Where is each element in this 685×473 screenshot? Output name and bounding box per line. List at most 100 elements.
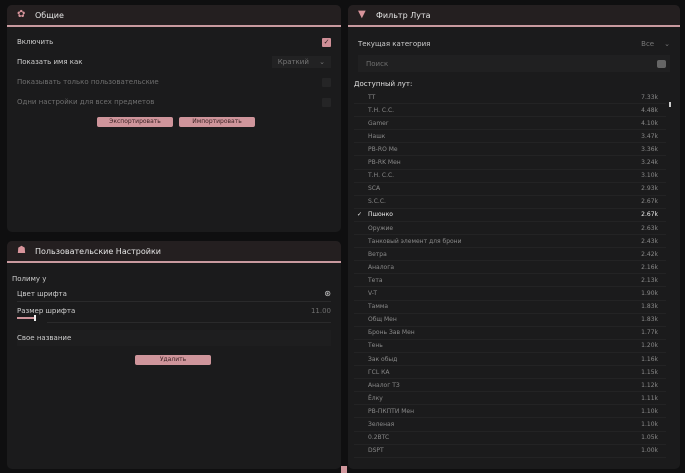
loot-item[interactable]: Танковый элемент для брони 2.43k	[354, 235, 666, 249]
loot-item-value: 2.43k	[641, 237, 658, 245]
general-title: Общие	[35, 10, 64, 20]
same-settings-checkbox[interactable]	[322, 97, 331, 107]
loot-item-name: Ёлку	[368, 394, 383, 402]
loot-item[interactable]: Аналог ТЗ 1.12k	[354, 379, 666, 393]
chevron-down-icon: ⌄	[319, 58, 325, 66]
loot-item[interactable]: ✓ Пшонко 2.67k	[354, 209, 666, 222]
loot-filter-panel: ▼ Фильтр Лута Текущая категория Все ⌄ Поиск…	[348, 5, 680, 469]
loot-item-name: Тамма	[368, 303, 389, 311]
loot-item-value: 2.67k	[641, 198, 658, 206]
search-input[interactable]: Поиск	[358, 55, 670, 72]
loot-title: Фильтр Лута	[376, 10, 431, 20]
custom-header: ☗ Пользовательские Настройки	[7, 241, 341, 263]
loot-item[interactable]: PB-RK Мен 3.24k	[354, 157, 666, 170]
loot-item[interactable]: Тета 2.13k	[354, 274, 666, 288]
custom-settings-panel: ☗ Пользовательские Настройки Полиму у Цве…	[7, 241, 341, 469]
loot-item-name: Зак обыд	[368, 355, 398, 363]
loot-item[interactable]: SCA 2.93k	[354, 183, 666, 196]
loot-item-value: 1.15k	[641, 368, 658, 376]
loot-item-value: 2.93k	[641, 185, 658, 193]
loot-item-name: Общ Мен	[368, 316, 397, 324]
loot-item-name: Нашк	[368, 132, 386, 140]
divider	[47, 322, 331, 323]
loot-item[interactable]: V-T 1.90k	[354, 288, 666, 301]
only-custom-label: Показывать только пользовательские	[17, 78, 159, 86]
loot-item-name: ГСL КА	[368, 368, 390, 376]
resize-handle[interactable]	[341, 466, 347, 473]
loot-item-value: 1.00k	[641, 447, 658, 455]
loot-item[interactable]: ГСL КА 1.15k	[354, 366, 666, 380]
filter-icon: ▼	[358, 9, 366, 20]
loot-item-name: 0.2BTC	[368, 434, 390, 442]
loot-item[interactable]: Т.Н. С.С. 4.48k	[354, 104, 666, 118]
font-size-slider[interactable]	[17, 315, 36, 321]
enable-label: Включить	[17, 38, 54, 46]
loot-item[interactable]: Нашк 3.47k	[354, 130, 666, 144]
loot-item[interactable]: Зак обыд 1.16k	[354, 353, 666, 366]
scrollbar[interactable]	[669, 102, 671, 107]
color-picker-icon[interactable]: ⊛	[324, 289, 331, 298]
loot-item-name: Пшонко	[368, 211, 393, 219]
delete-button[interactable]: Удалить	[135, 355, 211, 365]
loot-item-value: 4.48k	[641, 106, 658, 114]
loot-item-value: 1.12k	[641, 381, 658, 389]
loot-item[interactable]: Ветра 2.42k	[354, 248, 666, 262]
show-name-dropdown[interactable]: Краткий ⌄	[271, 56, 331, 68]
only-custom-checkbox[interactable]	[322, 77, 331, 87]
import-button[interactable]: Импортировать	[179, 117, 255, 127]
loot-item[interactable]: Бронь Зав Мен 1.77k	[354, 327, 666, 340]
loot-item[interactable]: Аналога 2.16k	[354, 261, 666, 275]
loot-item[interactable]: Gamer 4.10k	[354, 117, 666, 131]
loot-item-name: Тень	[368, 342, 383, 350]
font-size-label: Размер шрифта	[17, 307, 76, 315]
loot-item[interactable]: Зеленая 1.10k	[354, 419, 666, 432]
loot-item[interactable]: Общ Мен 1.83k	[354, 314, 666, 327]
show-name-label: Показать имя как	[17, 58, 83, 66]
loot-item-name: DSPT	[368, 447, 384, 455]
loot-item-value: 1.83k	[641, 316, 658, 324]
loot-item-value: 1.90k	[641, 290, 658, 297]
gear-icon: ✿	[17, 9, 26, 20]
slider-handle[interactable]	[34, 315, 36, 321]
loot-item-name: Бронь Зав Мен	[368, 329, 415, 337]
custom-name-label: Свое название	[17, 334, 72, 342]
category-dropdown[interactable]: Все ⌄	[641, 40, 670, 48]
loot-item[interactable]: S.C.C. 2.67k	[354, 196, 666, 209]
loot-item-value: 3.24k	[641, 159, 658, 166]
same-settings-label: Одни настройки для всех предметов	[17, 98, 155, 106]
loot-item-value: 1.77k	[641, 329, 658, 337]
loot-item[interactable]: PB-ПКПТИ Мен 1.10k	[354, 405, 666, 419]
loot-item[interactable]: Тень 1.20k	[354, 340, 666, 353]
general-panel: ✿ Общие Включить ✓ Показать имя как Краткий…	[7, 5, 341, 232]
export-button[interactable]: Экспортировать	[97, 117, 173, 127]
loot-item-name: Танковый элемент для брони	[368, 237, 462, 245]
loot-item[interactable]: ТТ 7.33k	[354, 91, 666, 104]
loot-item-name: PB-ПКПТИ Мен	[368, 407, 415, 415]
loot-item-name: PB-RK Мен	[368, 159, 401, 166]
loot-item[interactable]: Ёлку 1.11k	[354, 392, 666, 406]
loot-item-name: Оружие	[368, 224, 394, 232]
loot-item[interactable]: Т.Н. С.С. 3.10k	[354, 170, 666, 183]
loot-item-name: Тета	[368, 276, 383, 284]
loot-item-name: Gamer	[368, 119, 389, 127]
search-clear-icon[interactable]	[657, 59, 666, 68]
loot-item[interactable]: 0.2BTC 1.05k	[354, 432, 666, 445]
loot-item-value: 1.11k	[641, 394, 658, 402]
font-size-value: 11.00	[310, 307, 331, 315]
available-label: Доступный лут:	[354, 80, 413, 88]
loot-item-name: Т.Н. С.С.	[368, 172, 395, 180]
loot-item-value: 3.10k	[641, 172, 658, 180]
loot-item-value: 3.36k	[641, 145, 658, 153]
loot-item-value: 2.42k	[641, 250, 658, 258]
loot-item-name: PB-RO Me	[368, 145, 398, 153]
loot-item[interactable]: Оружие 2.63k	[354, 222, 666, 235]
loot-item-name: Т.Н. С.С.	[368, 106, 395, 114]
loot-item-value: 2.63k	[641, 224, 658, 232]
loot-item-value: 2.16k	[641, 263, 658, 271]
enable-checkbox[interactable]: ✓	[322, 37, 331, 47]
custom-title: Пользовательские Настройки	[35, 246, 161, 256]
loot-item-value: 1.20k	[641, 342, 658, 350]
loot-item[interactable]: PB-RO Me 3.36k	[354, 143, 666, 157]
loot-item[interactable]: DSPT 1.00k	[354, 445, 666, 458]
loot-item[interactable]: Тамма 1.83k	[354, 301, 666, 314]
